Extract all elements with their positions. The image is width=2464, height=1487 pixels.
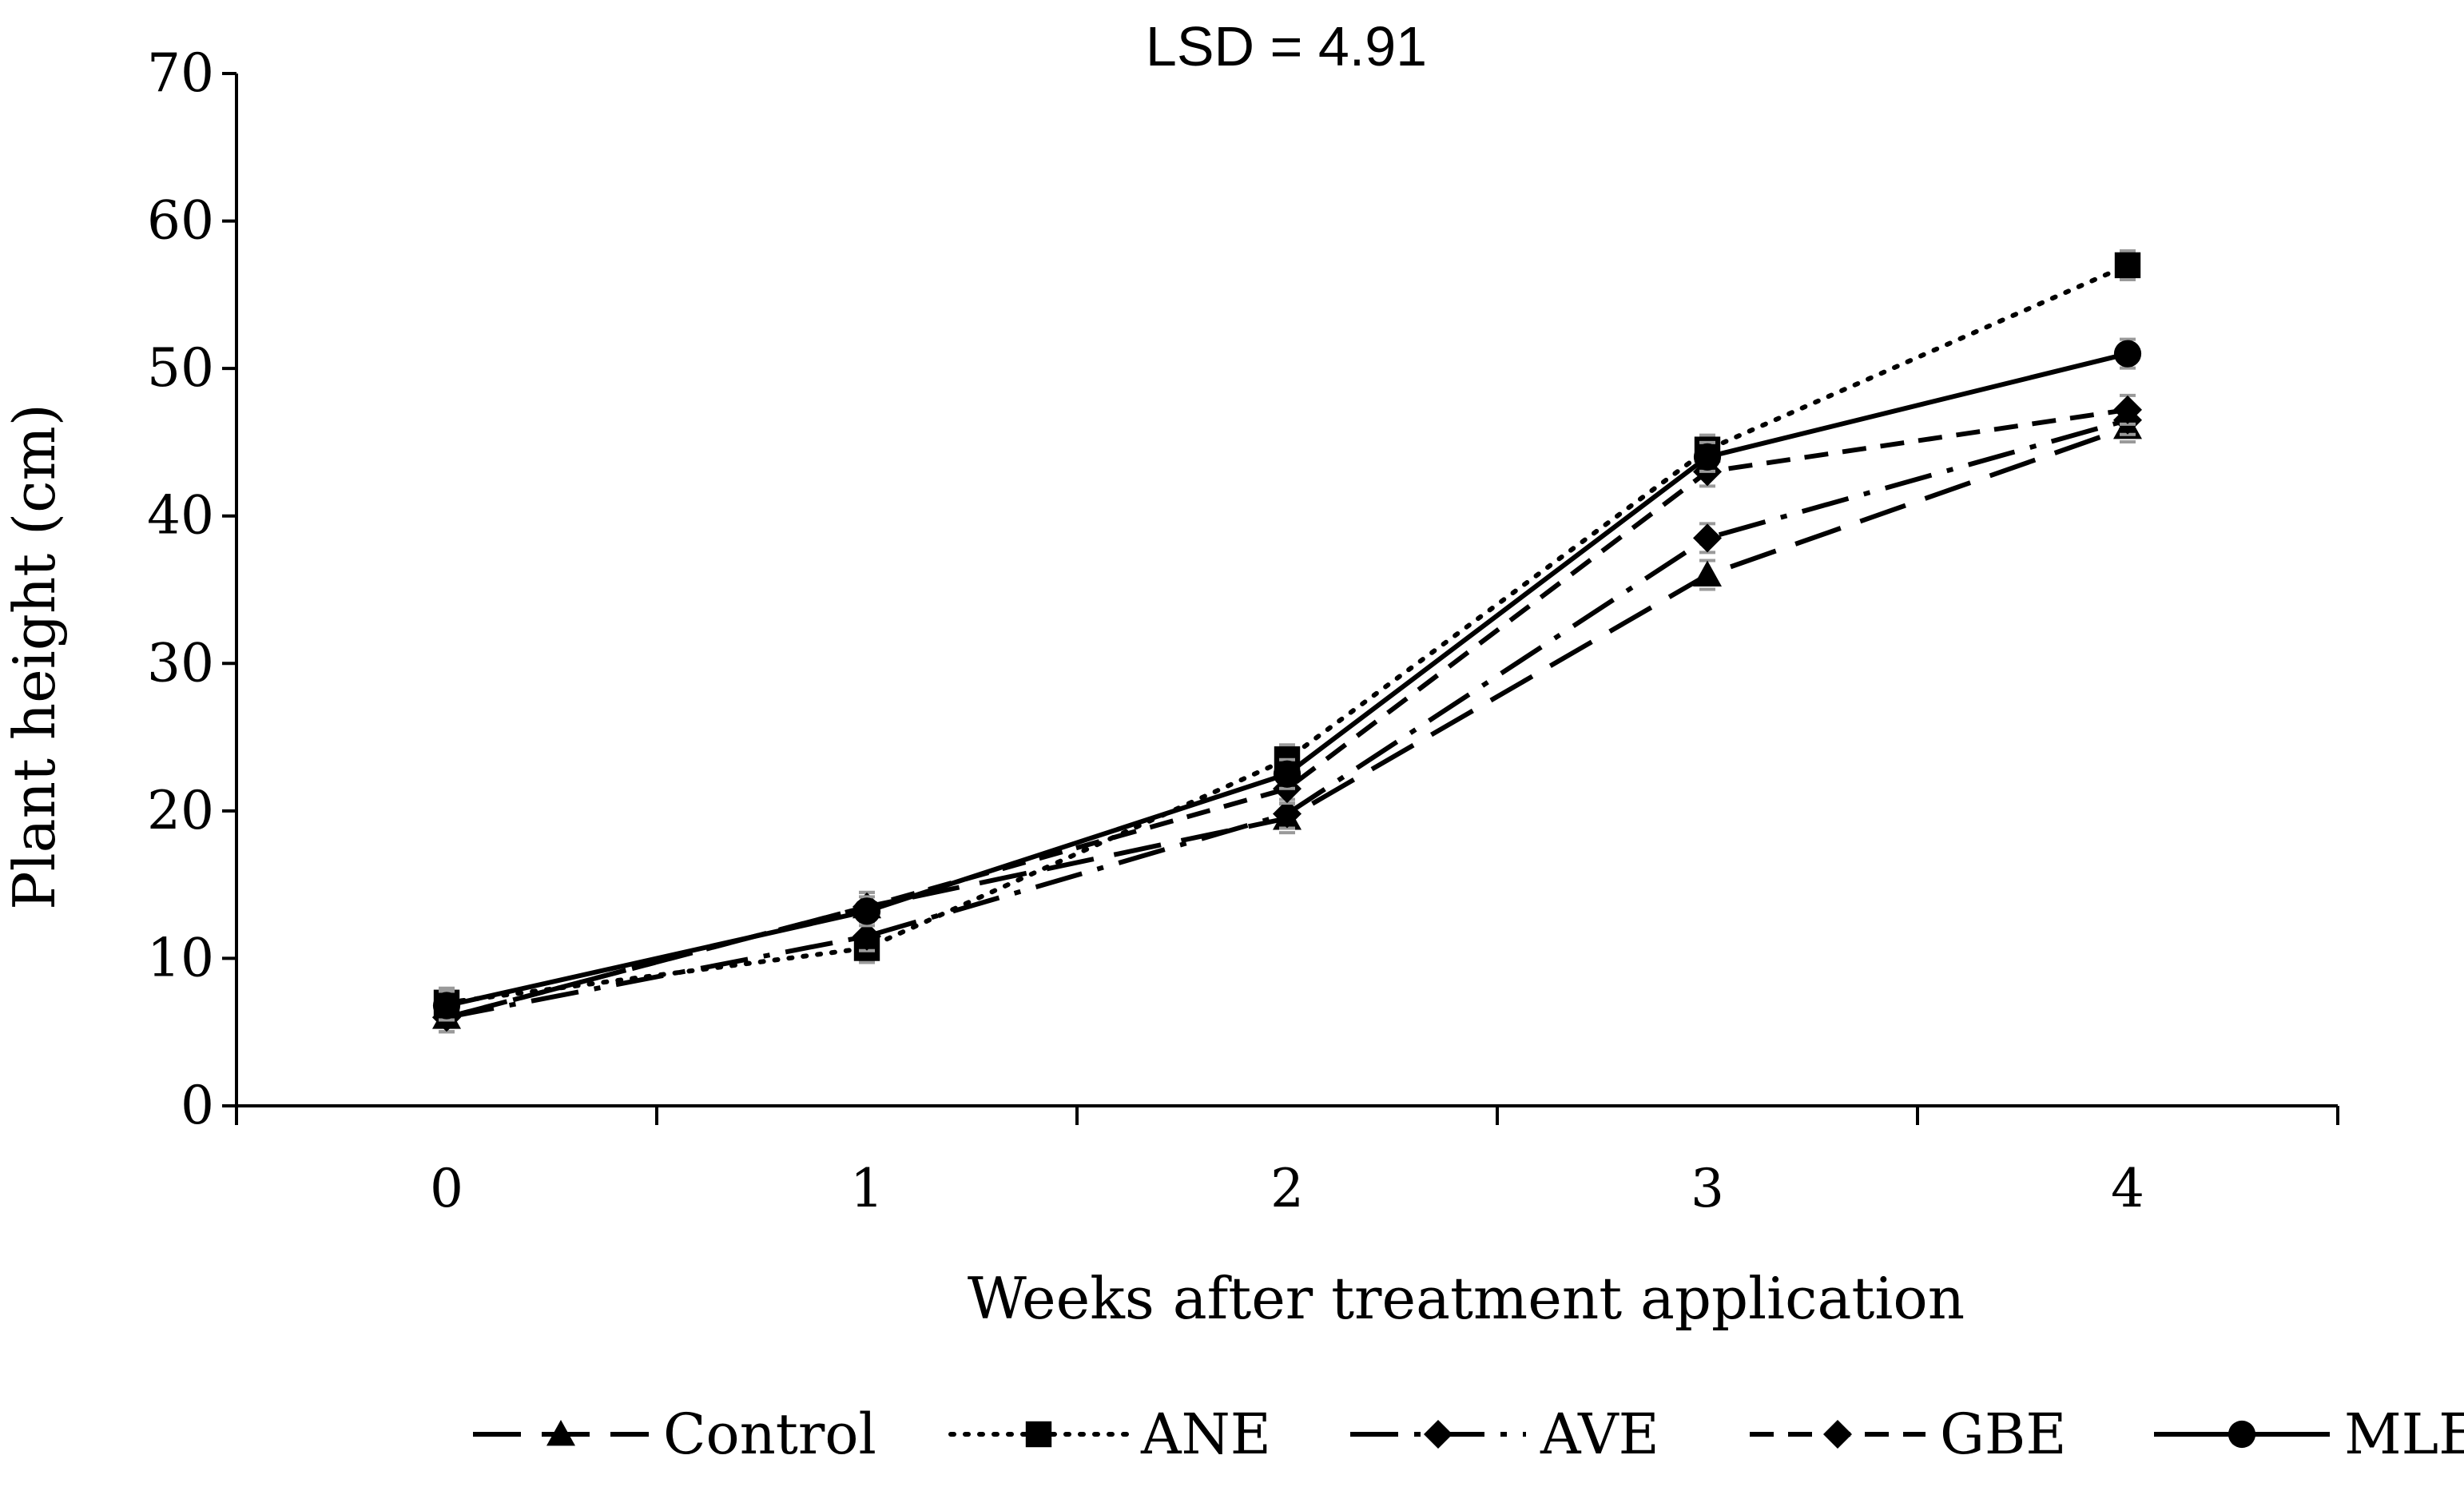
data-point-mle <box>2113 340 2142 368</box>
series-line-ane <box>444 262 2130 1005</box>
legend-marker-ave <box>1424 1420 1453 1449</box>
tick-labels: 0 10 20 30 40 50 60 70 0 1 2 3 4 <box>147 42 2144 1219</box>
x-tick-label: 0 <box>430 1158 463 1219</box>
series-markers <box>432 248 2142 1034</box>
data-point-mle <box>1273 760 1302 788</box>
x-tick-label: 1 <box>850 1158 884 1219</box>
y-axis-title: Plant height (cm) <box>1 404 68 910</box>
legend: Control ANE AVE GBE MLE <box>473 1402 2464 1467</box>
data-point-mle <box>432 992 461 1020</box>
series-lines <box>444 262 2130 1020</box>
x-tick-label: 4 <box>2111 1158 2144 1219</box>
legend-marker-gbe <box>1823 1420 1852 1449</box>
series-line-gbe <box>446 407 2128 1020</box>
y-tick-label: 20 <box>147 780 214 841</box>
series-line-control <box>446 425 2128 1020</box>
x-axis-title: Weeks after treatment application <box>968 1265 1965 1332</box>
x-tick-label: 3 <box>1691 1158 1724 1219</box>
legend-marker-mle <box>2228 1420 2256 1449</box>
series-line-ave <box>446 417 2128 1020</box>
data-point-mle <box>852 897 881 925</box>
y-tick-label: 60 <box>147 190 214 252</box>
legend-label-control: Control <box>663 1402 876 1467</box>
legend-label-ane: ANE <box>1140 1402 1271 1467</box>
data-point-gbe <box>2113 395 2142 424</box>
legend-marker-ane <box>1025 1421 1052 1448</box>
legend-marker-control <box>546 1420 575 1446</box>
data-point-ave <box>1693 523 1722 553</box>
data-point-ave <box>1273 799 1302 829</box>
legend-label-mle: MLE <box>2344 1402 2464 1467</box>
y-tick-label: 70 <box>147 42 214 104</box>
y-tick-label: 50 <box>147 337 214 399</box>
legend-label-gbe: GBE <box>1940 1402 2066 1467</box>
series-line-mle <box>446 351 2128 1008</box>
data-point-ane <box>2114 252 2141 279</box>
axes <box>222 72 2339 1125</box>
y-tick-label: 40 <box>147 485 214 547</box>
data-point-ave <box>852 921 881 951</box>
legend-label-ave: AVE <box>1540 1402 1659 1467</box>
data-point-control <box>1693 560 1722 586</box>
y-tick-label: 10 <box>147 927 214 988</box>
chart-title: LSD = 4.91 <box>1146 15 1427 78</box>
data-point-mle <box>1693 443 1722 471</box>
x-tick-label: 2 <box>1270 1158 1304 1219</box>
y-tick-label: 30 <box>147 632 214 694</box>
y-tick-label: 0 <box>181 1075 214 1136</box>
